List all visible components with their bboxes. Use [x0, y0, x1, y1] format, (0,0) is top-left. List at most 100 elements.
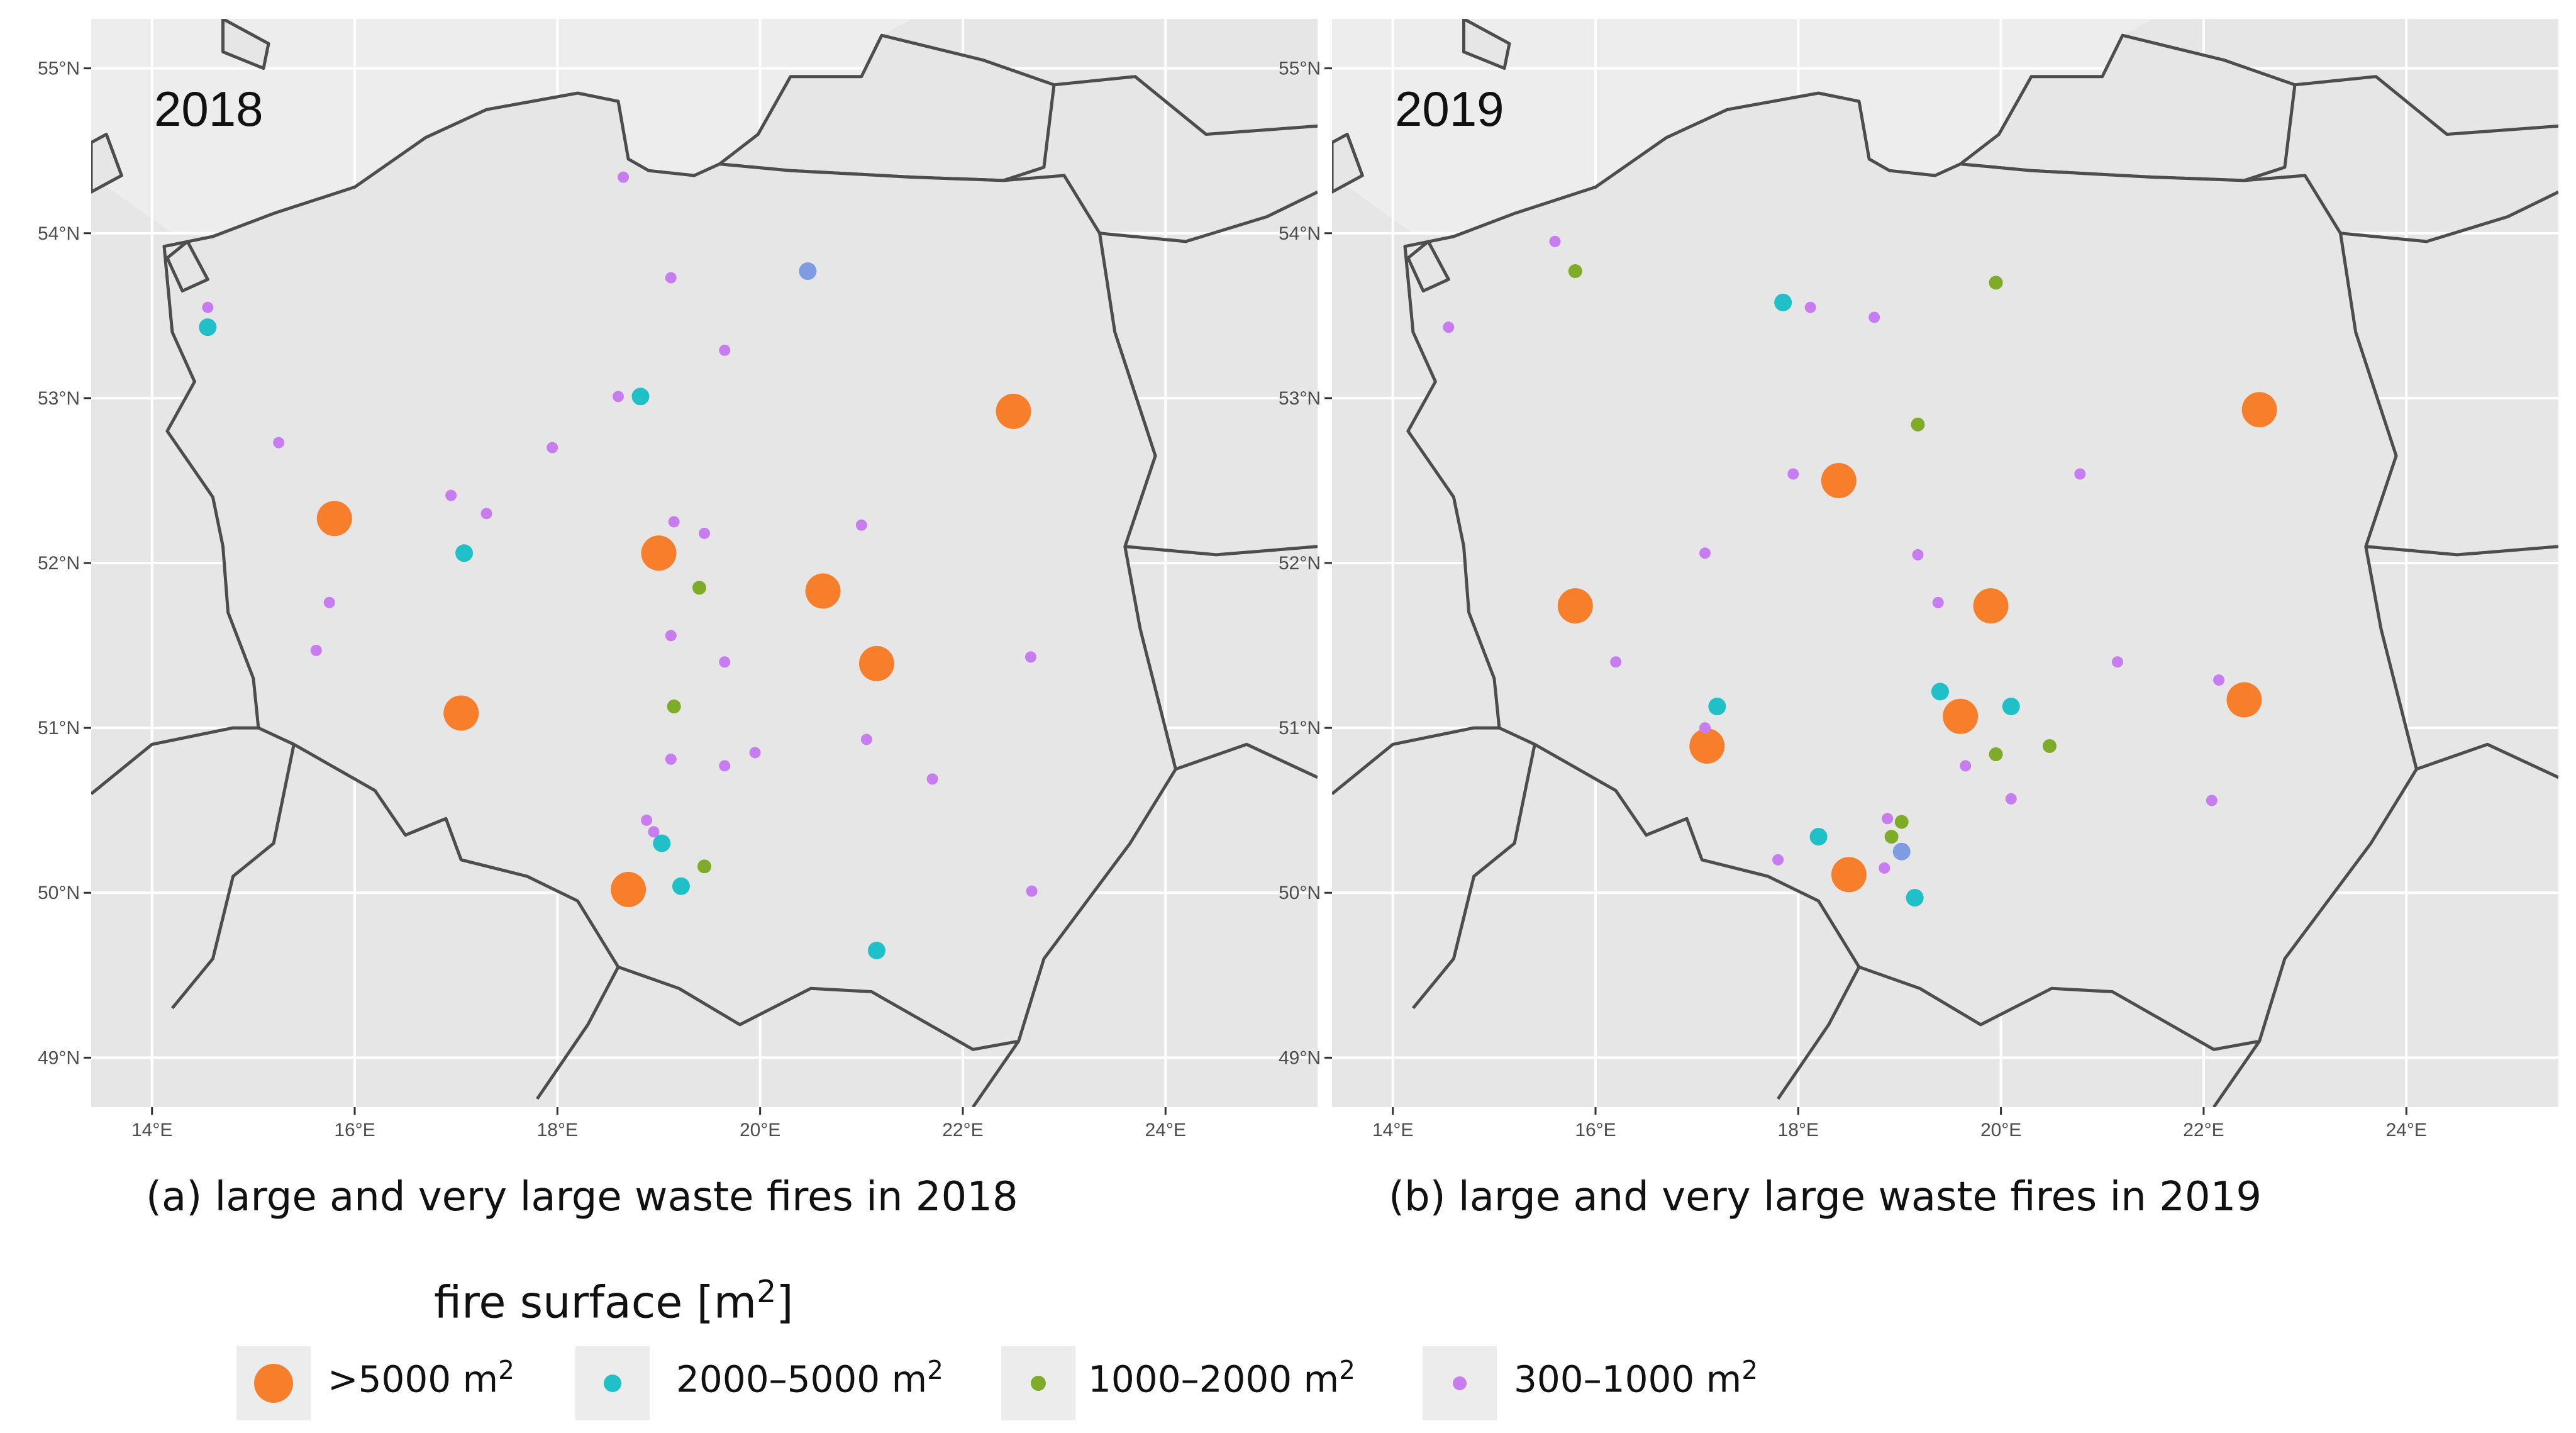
- fire-point-c300: [861, 733, 872, 745]
- fire-point-c2000: [631, 388, 649, 405]
- fire-point-c2000: [1810, 828, 1828, 845]
- fire-point-c300: [2112, 656, 2123, 667]
- fire-point-c2000: [672, 878, 690, 895]
- fire-point-c300: [1868, 311, 1880, 323]
- fire-point-c1000: [2043, 739, 2057, 753]
- fire-point-c2000: [455, 544, 473, 562]
- lat-tick-label: 53°N: [38, 388, 80, 409]
- fire-point-c2000: [1931, 683, 1949, 700]
- fire-point-c2000: [1906, 889, 1924, 906]
- fire-point-c300: [1443, 321, 1454, 333]
- fire-point-c300: [1025, 651, 1036, 662]
- fire-point-c1000: [1911, 418, 1924, 432]
- fire-point-gt5000: [806, 574, 841, 609]
- lon-tick-label: 18°E: [537, 1120, 578, 1140]
- fire-point-gt5000: [1974, 588, 2009, 623]
- fire-point-c300: [927, 773, 938, 784]
- fire-point-c300: [1960, 760, 1971, 771]
- fire-point-c1000: [1989, 276, 2003, 289]
- lon-tick-label: 24°E: [2386, 1120, 2427, 1140]
- lat-tick-label: 51°N: [1279, 718, 1321, 739]
- fire-point-c300: [324, 597, 335, 608]
- fire-point-c300: [1610, 656, 1621, 667]
- fire-point-c300: [1699, 547, 1711, 559]
- map-panel-2019: 201949°N50°N51°N52°N53°N54°N55°N14°E 16°E…: [1279, 19, 2558, 1140]
- lon-tick-label: 22°E: [942, 1120, 983, 1140]
- map-panel-2018: 2018 49°N 50°N 51°N 52°N 53°N 54°N 55°N 14°E 16°E…: [38, 19, 1318, 1140]
- fire-point-gt5000: [1943, 699, 1978, 734]
- fire-point-gt5000: [1821, 463, 1857, 498]
- fire-point-c300: [273, 437, 284, 449]
- lon-tick-label: 22°E: [2183, 1120, 2224, 1140]
- fire-point-c300: [669, 516, 680, 527]
- fire-point-c300: [2074, 468, 2085, 479]
- fire-point-c300: [665, 754, 677, 765]
- fire-point-c300: [1933, 597, 1944, 608]
- lat-tick-label: 52°N: [1279, 553, 1321, 574]
- legend-dot-purple: [1453, 1376, 1467, 1390]
- lon-tick-label: 16°E: [1575, 1120, 1616, 1140]
- fire-point-c300: [719, 345, 730, 356]
- lon-tick-label: 24°E: [1145, 1120, 1186, 1140]
- legend-dot-green: [1031, 1376, 1046, 1391]
- fire-point-c300: [856, 520, 867, 531]
- fire-point-c300: [665, 272, 677, 284]
- caption-2019: (b) large and very large waste fires in …: [1389, 1174, 2262, 1220]
- fire-point-c300: [1026, 886, 1038, 897]
- lat-tick-label: 54°N: [38, 223, 80, 244]
- fire-point-c1000: [667, 700, 681, 713]
- lat-tick-label: 51°N: [38, 718, 80, 739]
- legend-key: [575, 1346, 650, 1420]
- lon-tick-label: 18°E: [1778, 1120, 1819, 1140]
- fire-point-gt5000: [2226, 683, 2262, 718]
- lon-tick-label: 20°E: [740, 1120, 780, 1140]
- lon-tick-label: 20°E: [1980, 1120, 2021, 1140]
- fire-point-c300: [547, 442, 558, 454]
- lat-tick-label: 52°N: [38, 553, 80, 574]
- fire-point-c300: [665, 630, 677, 641]
- fire-point-c300: [750, 747, 761, 758]
- fire-point-c300: [699, 528, 710, 539]
- fire-point-c1000: [1989, 747, 2003, 761]
- fire-point-c300: [1879, 862, 1890, 874]
- fire-point-c300: [618, 172, 629, 183]
- fire-point-c300: [1787, 468, 1799, 479]
- fire-point-c1000: [697, 859, 711, 873]
- fire-point-c2000: [199, 318, 216, 336]
- fire-point-gt5000: [1689, 728, 1724, 764]
- fire-point-c2000: [1708, 698, 1726, 715]
- lat-tick-label: 55°N: [1279, 59, 1321, 79]
- lat-tick-label: 50°N: [38, 883, 80, 903]
- lat-tick-label: 49°N: [1279, 1047, 1321, 1068]
- fire-point-c300: [2006, 793, 2017, 805]
- fire-point-gt5000: [2242, 392, 2277, 427]
- fire-point-c300: [641, 815, 652, 826]
- fire-point-gt5000: [1558, 588, 1593, 623]
- legend-dot-orange: [254, 1364, 293, 1403]
- fire-point-gt5000: [641, 535, 676, 571]
- legend-label: 2000–5000 m2: [676, 1355, 943, 1400]
- fire-point-c2000: [653, 835, 670, 852]
- fire-point-gt5000: [611, 872, 646, 907]
- fire-point-c2000: [868, 942, 886, 959]
- legend-key: [1423, 1346, 1497, 1420]
- fire-point-c300: [311, 645, 322, 656]
- fire-point-gt5000: [317, 501, 352, 536]
- fire-point-c300: [1699, 722, 1711, 733]
- legend-label: 1000–2000 m2: [1088, 1355, 1355, 1400]
- fire-point-mixed: [1893, 843, 1911, 861]
- fire-point-gt5000: [443, 696, 479, 731]
- fire-point-c300: [613, 391, 624, 402]
- lat-tick-label: 53°N: [1279, 388, 1321, 409]
- fire-point-c300: [1912, 549, 1923, 560]
- lat-tick-label: 54°N: [1279, 223, 1321, 244]
- fire-point-c300: [2206, 795, 2218, 806]
- legend-key: [1001, 1346, 1075, 1420]
- fire-point-c300: [1772, 854, 1784, 866]
- fire-point-gt5000: [1831, 857, 1867, 892]
- fire-point-c300: [1550, 236, 1561, 247]
- fire-point-c300: [445, 490, 457, 501]
- lat-tick-label: 55°N: [38, 59, 80, 79]
- fire-point-c1000: [1895, 815, 1909, 829]
- fire-point-c1000: [1885, 830, 1899, 844]
